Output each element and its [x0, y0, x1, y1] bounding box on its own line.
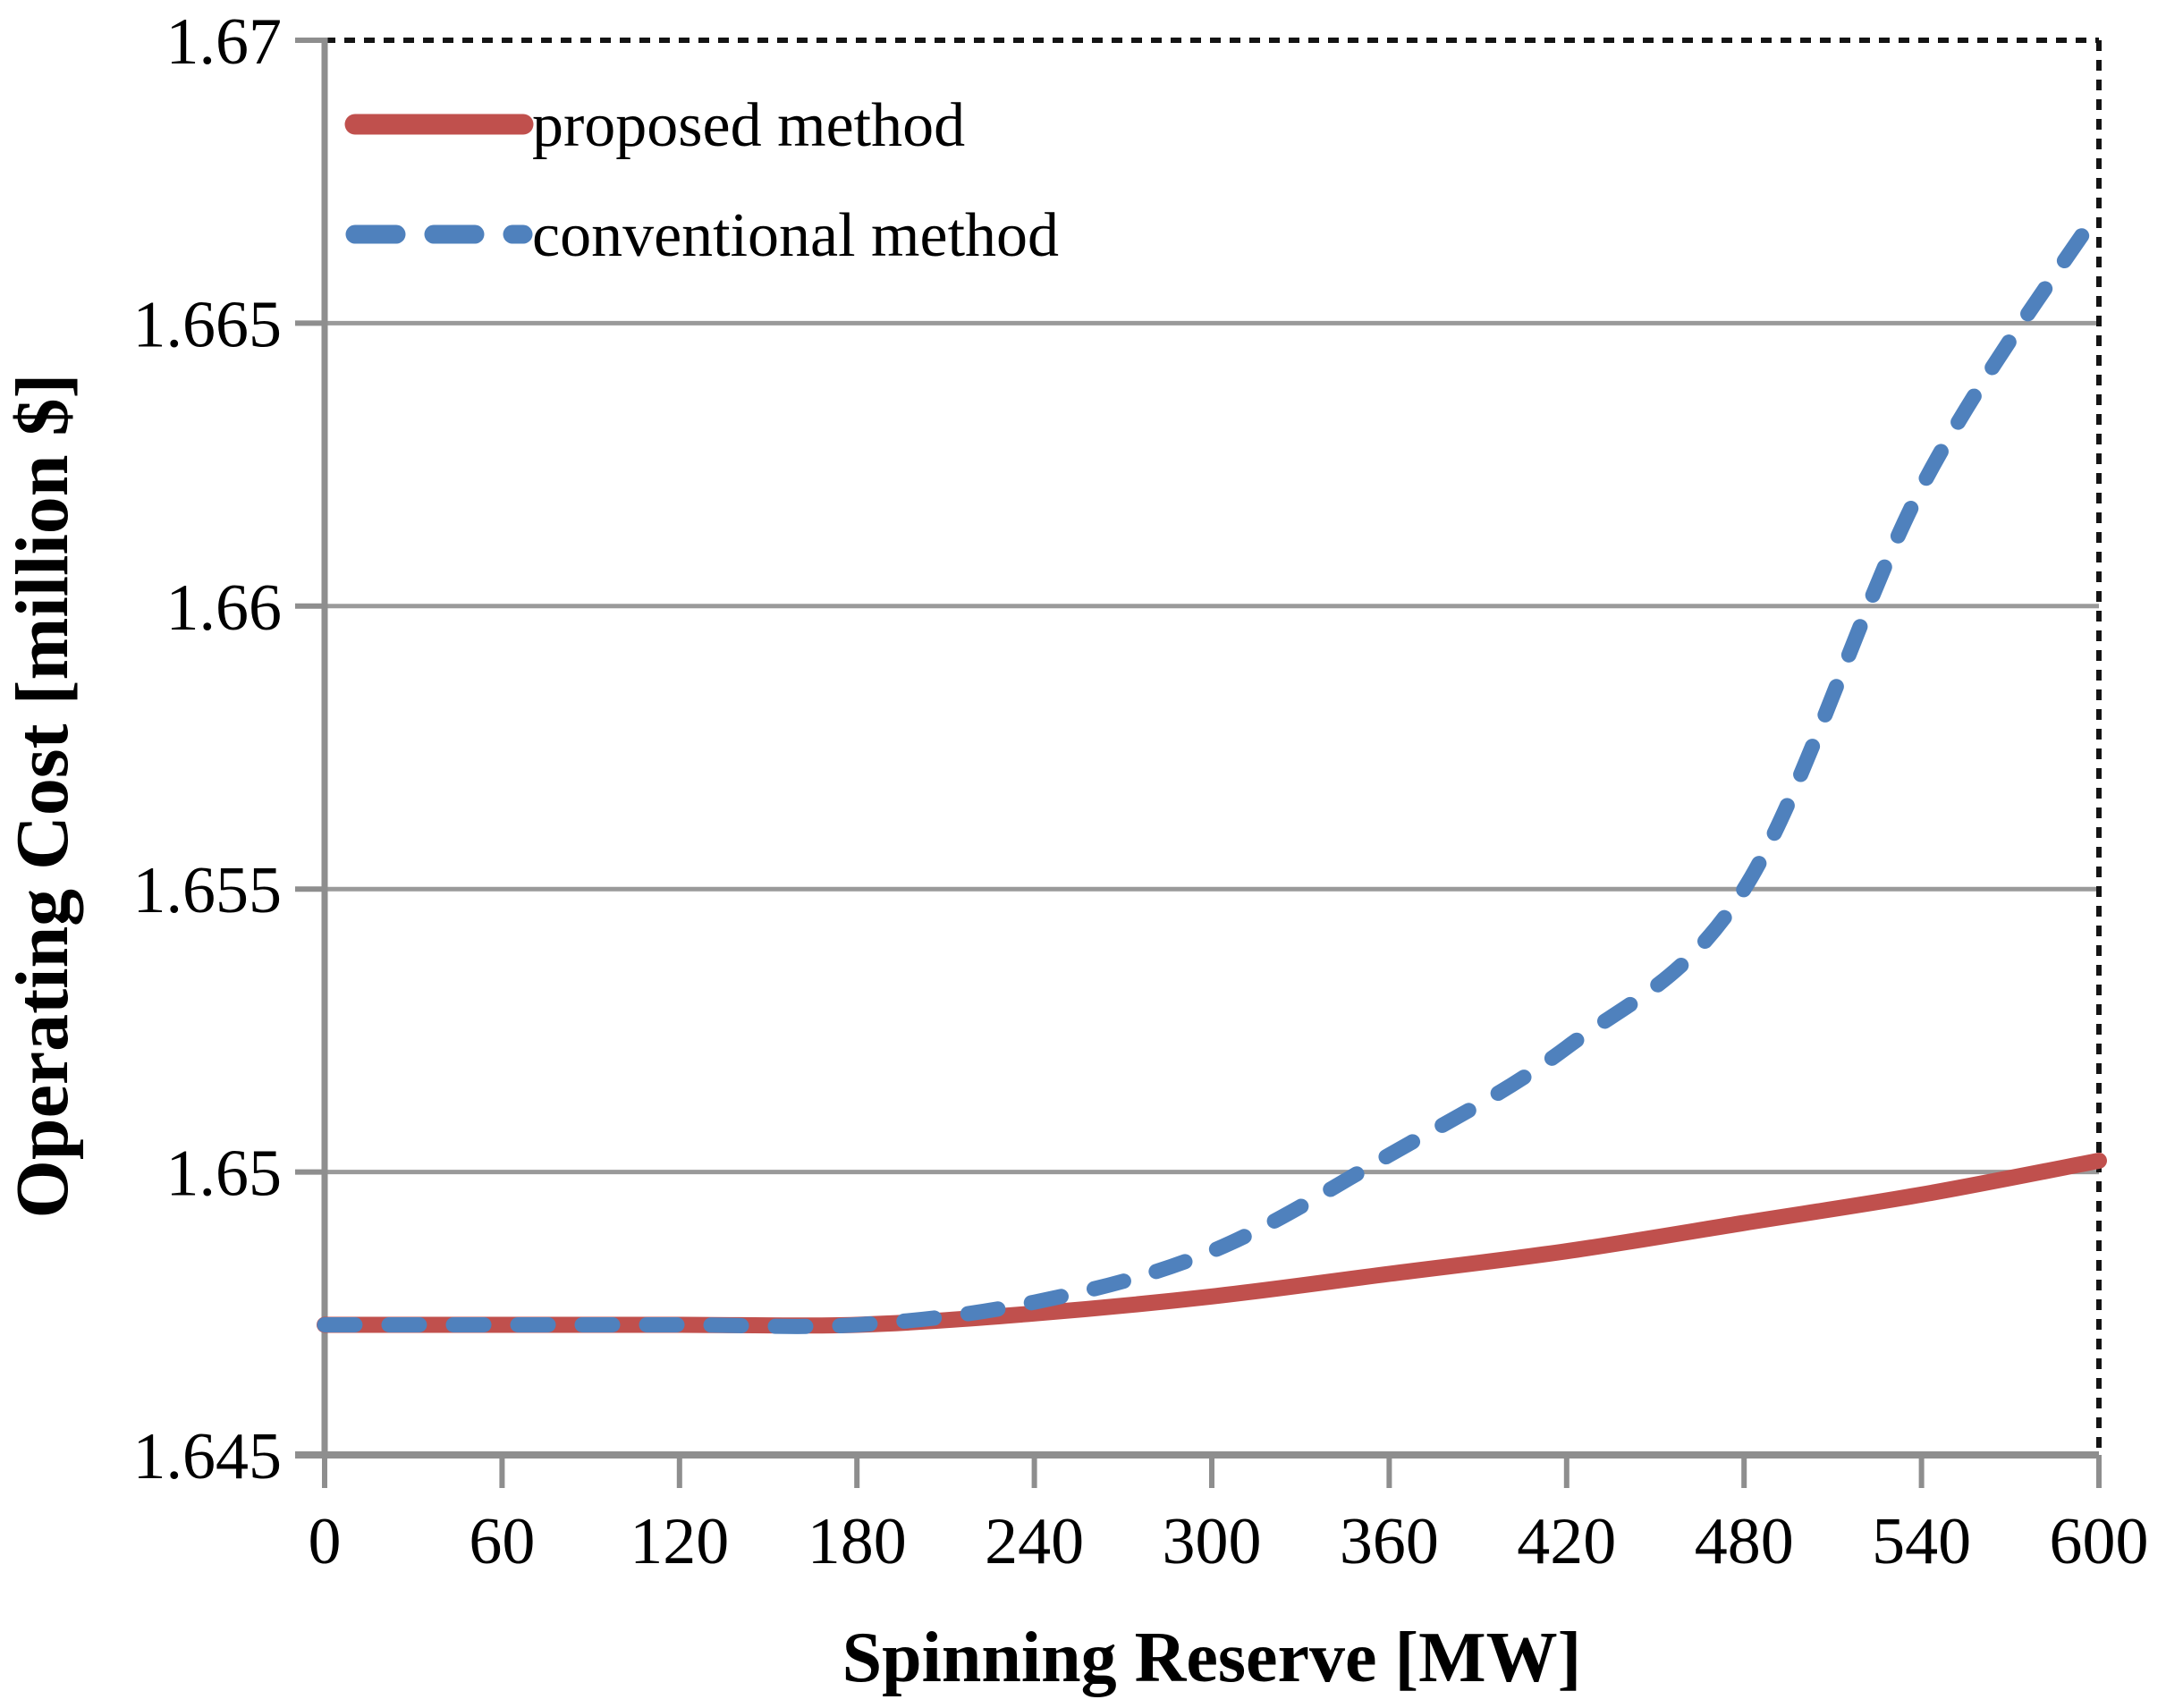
y-tick-labels: 1.645 1.65 1.655 1.66 1.665 1.67	[133, 5, 283, 1493]
x-tick-labels: 0 60 120 180 240 300 360 420 480 540 600	[309, 1505, 2149, 1578]
legend-label-conventional: conventional method	[532, 201, 1059, 270]
gridlines	[325, 320, 2099, 1175]
x-tick-label: 480	[1695, 1505, 1794, 1578]
x-tick-label: 600	[2050, 1505, 2149, 1578]
x-tick-label: 540	[1872, 1505, 1971, 1578]
x-tick-label: 240	[985, 1505, 1084, 1578]
x-tick-label: 60	[469, 1505, 535, 1578]
y-tick-label: 1.65	[166, 1137, 283, 1211]
x-tick-label: 0	[309, 1505, 342, 1578]
y-tick-marks	[295, 38, 325, 1458]
y-axis-title: Operating Cost [million $]	[1, 374, 84, 1219]
x-tick-label: 120	[630, 1505, 729, 1578]
y-tick-label: 1.66	[166, 571, 283, 645]
x-tick-label: 300	[1163, 1505, 1262, 1578]
x-tick-label: 180	[808, 1505, 907, 1578]
x-tick-label: 420	[1517, 1505, 1616, 1578]
x-tick-label: 360	[1340, 1505, 1439, 1578]
legend: proposed method conventional method	[344, 91, 1059, 270]
y-tick-label: 1.655	[133, 854, 283, 927]
conventional-method-line	[317, 202, 2107, 1334]
y-tick-label: 1.645	[133, 1420, 283, 1493]
x-axis-title: Spinning Reserve [MW]	[842, 1619, 1582, 1697]
legend-label-proposed: proposed method	[532, 91, 965, 160]
y-tick-label: 1.665	[133, 288, 283, 361]
x-tick-marks	[322, 1455, 2102, 1488]
y-tick-label: 1.67	[166, 5, 283, 79]
proposed-method-line	[317, 1152, 2107, 1334]
